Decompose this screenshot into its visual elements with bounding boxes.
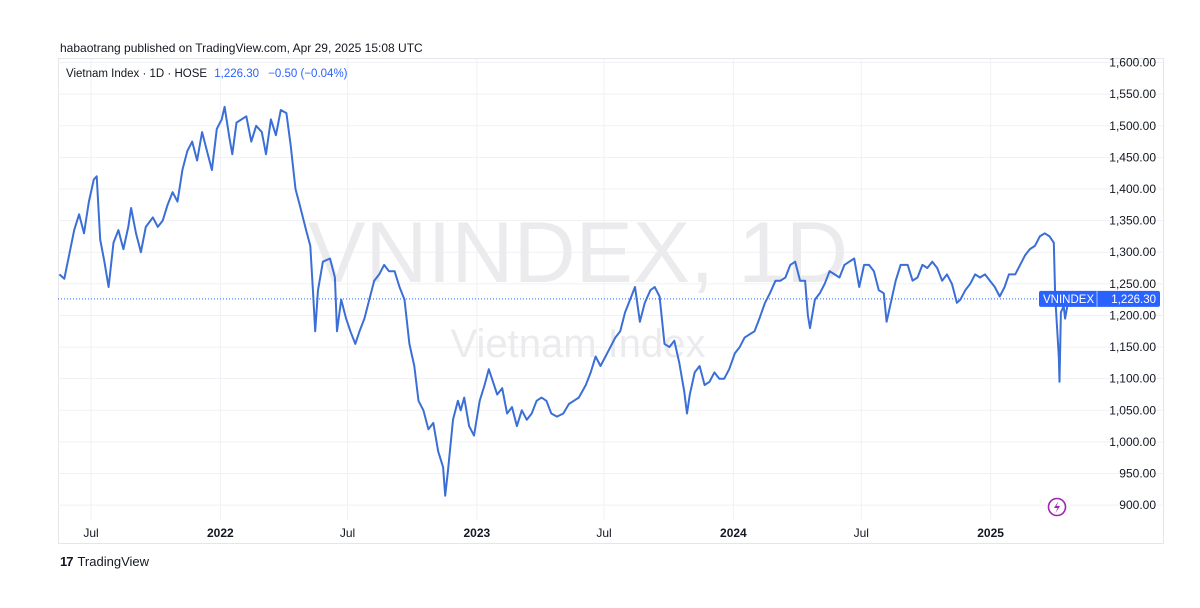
y-axis[interactable]: 1,600.00 1,550.00 1,500.00 1,450.00 1,400.00… xyxy=(1109,56,1156,513)
series-layer xyxy=(58,105,1075,497)
x-tick-label: Jul xyxy=(596,526,611,540)
y-tick-label: 1,300.00 xyxy=(1109,245,1156,259)
watermark-name: Vietnam Index xyxy=(451,322,706,366)
publisher-caption: habaotrang published on TradingView.com,… xyxy=(60,41,423,55)
legend-symbol: Vietnam Index · 1D · HOSE xyxy=(66,68,208,80)
x-tick-label: 2024 xyxy=(720,526,747,540)
x-tick-label: Jul xyxy=(340,526,355,540)
x-axis[interactable]: Jul 2022 Jul 2023 Jul 2024 Jul 2025 xyxy=(83,526,1004,540)
price-tag-label: VNINDEX xyxy=(1043,294,1094,306)
chart-watermark: VNINDEX, 1D Vietnam Index xyxy=(308,205,848,366)
x-tick-label: Jul xyxy=(854,526,869,540)
y-tick-label: 1,600.00 xyxy=(1109,56,1156,70)
x-tick-label: 2022 xyxy=(207,526,234,540)
y-tick-label: 900.00 xyxy=(1119,498,1156,512)
tradingview-logo-text: TradingView xyxy=(77,554,150,569)
y-tick-label: 1,050.00 xyxy=(1109,403,1156,417)
y-tick-label: 1,150.00 xyxy=(1109,340,1156,354)
symbol-legend[interactable]: Vietnam Index · 1D · HOSE 1,226.30 −0.50… xyxy=(66,68,348,80)
watermark-ticker: VNINDEX, 1D xyxy=(308,205,848,301)
y-tick-label: 1,100.00 xyxy=(1109,372,1156,386)
last-price-tag: VNINDEX 1,226.30 xyxy=(1039,290,1160,307)
y-tick-label: 1,400.00 xyxy=(1109,182,1156,196)
price-tag-value: 1,226.30 xyxy=(1111,294,1156,306)
series-line xyxy=(58,105,1075,497)
y-tick-label: 1,450.00 xyxy=(1109,150,1156,164)
tradingview-logo[interactable]: 17 TradingView xyxy=(60,554,149,569)
x-tick-label: 2023 xyxy=(464,526,491,540)
legend-value: 1,226.30 xyxy=(214,68,260,80)
x-tick-label: 2025 xyxy=(977,526,1004,540)
y-tick-label: 1,500.00 xyxy=(1109,119,1156,133)
y-tick-label: 1,000.00 xyxy=(1109,435,1156,449)
y-tick-label: 950.00 xyxy=(1119,467,1156,481)
y-tick-label: 1,250.00 xyxy=(1109,277,1156,291)
legend-change: −0.50 (−0.04%) xyxy=(268,68,348,80)
x-tick-label: Jul xyxy=(83,526,98,540)
lightning-icon[interactable] xyxy=(1047,497,1067,517)
tradingview-logo-icon: 17 xyxy=(60,554,74,569)
y-tick-label: 1,350.00 xyxy=(1109,214,1156,228)
chart-pane[interactable] xyxy=(58,58,1164,544)
y-tick-label: 1,200.00 xyxy=(1109,308,1156,322)
y-tick-label: 1,550.00 xyxy=(1109,87,1156,101)
